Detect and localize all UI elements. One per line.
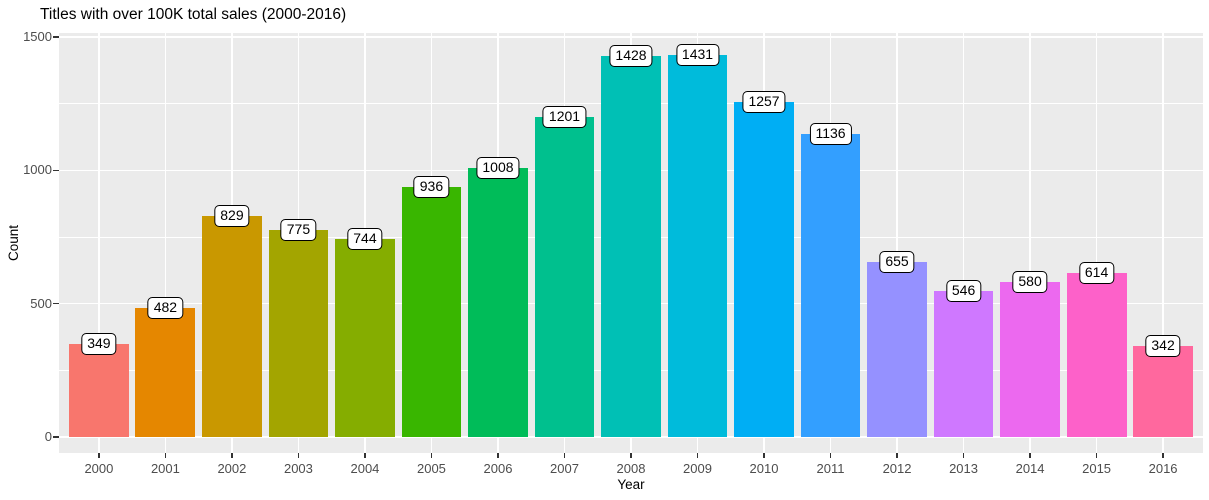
- x-tick-label: 2000: [84, 461, 114, 476]
- chart-title: Titles with over 100K total sales (2000-…: [40, 6, 347, 23]
- bar-value-label: 580: [1012, 271, 1048, 294]
- x-tick-label: 2004: [350, 461, 380, 476]
- x-tick: [1162, 453, 1164, 458]
- x-tick: [231, 453, 233, 458]
- bar-2016: [1133, 345, 1194, 437]
- x-tick-label: 2001: [150, 461, 180, 476]
- bar-2014: [1000, 282, 1060, 437]
- y-tick-label: 1500: [23, 29, 52, 44]
- bar-2003: [268, 230, 329, 437]
- x-tick: [98, 453, 100, 458]
- x-tick: [297, 453, 300, 458]
- x-tick: [829, 453, 832, 458]
- x-tick-label: 2005: [416, 461, 446, 476]
- x-tick: [630, 453, 632, 458]
- x-tick-label: 2010: [749, 461, 779, 476]
- bar-2010: [734, 101, 794, 437]
- bar-value-label: 1008: [476, 157, 520, 180]
- x-tick: [962, 453, 965, 458]
- x-tick: [563, 453, 566, 458]
- bar-value-label: 744: [347, 227, 383, 250]
- x-tick-label: 2008: [616, 461, 646, 476]
- x-tick: [1095, 453, 1098, 458]
- x-tick-label: 2012: [882, 461, 912, 476]
- x-tick-label: 2014: [1015, 461, 1045, 476]
- x-tick: [430, 453, 433, 458]
- y-tick-label: 1000: [23, 162, 52, 178]
- x-tick: [364, 453, 366, 458]
- y-tick-label: 0: [44, 429, 52, 444]
- plot-panel: 349 482 829 775 744 936 1008 1201 1428 1431 1257 11…: [59, 33, 1203, 453]
- bar-value-label: 482: [147, 297, 184, 320]
- bar-value-label: 1201: [542, 105, 587, 128]
- bar-2011: [800, 134, 861, 437]
- y-tick: [53, 302, 59, 305]
- bar-2005: [401, 187, 462, 437]
- x-major-gridline: [98, 33, 100, 453]
- y-tick: [53, 36, 59, 38]
- bar-value-label: 614: [1078, 262, 1115, 285]
- bar-2002: [202, 215, 262, 437]
- bar-value-label: 349: [81, 332, 117, 355]
- y-axis-title: Count: [6, 224, 21, 262]
- x-tick-label: 2011: [816, 461, 845, 476]
- bar-2013: [933, 291, 994, 437]
- bar-value-label: 936: [413, 176, 450, 199]
- bar-2000: [68, 343, 129, 437]
- x-major-gridline: [1162, 33, 1164, 453]
- bar-2006: [468, 168, 528, 437]
- bar-2007: [534, 116, 595, 437]
- x-tick: [896, 453, 898, 458]
- x-tick: [696, 453, 699, 458]
- x-tick-label: 2013: [949, 461, 978, 476]
- x-tick: [1029, 453, 1031, 458]
- bar-2012: [867, 262, 927, 437]
- x-major-gridline: [1029, 33, 1031, 453]
- x-tick: [164, 453, 167, 458]
- bar-2009: [667, 55, 728, 437]
- x-major-gridline: [896, 33, 898, 453]
- x-tick-label: 2003: [283, 461, 313, 476]
- y-tick: [53, 169, 59, 172]
- x-major-gridline: [1095, 33, 1098, 453]
- bar-value-label: 1136: [809, 123, 852, 146]
- bar-2008: [601, 56, 661, 437]
- x-major-gridline: [962, 33, 965, 453]
- bar-2001: [135, 308, 196, 437]
- bar-value-label: 342: [1145, 334, 1181, 357]
- x-tick-label: 2015: [1082, 461, 1112, 476]
- bar-value-label: 1431: [675, 44, 720, 67]
- bar-value-label: 546: [945, 280, 982, 303]
- bar-value-label: 1428: [609, 45, 653, 68]
- bar-value-label: 775: [280, 219, 317, 242]
- bar-2015: [1066, 273, 1127, 437]
- x-tick-label: 2006: [483, 461, 513, 476]
- x-major-gridline: [164, 33, 167, 453]
- bar-2004: [335, 238, 395, 437]
- x-tick-label: 2016: [1148, 461, 1178, 476]
- x-tick: [763, 453, 765, 458]
- x-axis-title: Year: [617, 477, 645, 492]
- bar-value-label: 655: [879, 251, 915, 274]
- x-tick: [497, 453, 499, 458]
- x-tick-label: 2007: [550, 461, 579, 476]
- y-tick: [53, 436, 59, 438]
- y-tick-label: 500: [30, 295, 52, 311]
- bar-value-label: 829: [214, 204, 250, 227]
- x-tick-label: 2009: [683, 461, 712, 476]
- bar-value-label: 1257: [742, 90, 786, 113]
- x-tick-label: 2002: [217, 461, 247, 476]
